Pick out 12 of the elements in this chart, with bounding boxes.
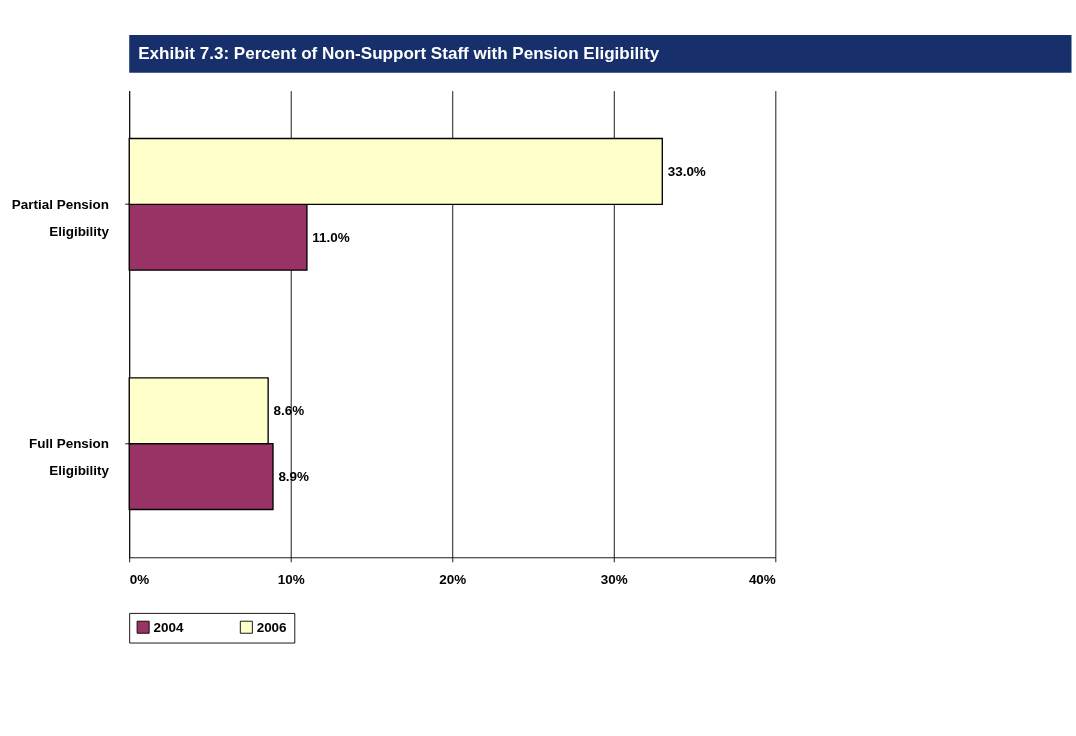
- x-tick-label: 0%: [129, 571, 150, 587]
- x-tick-label: 40%: [748, 571, 776, 587]
- y-tick-label: Partial Pension Eligibility: [11, 196, 110, 239]
- data-label: 11.0%: [312, 229, 350, 245]
- data-label: 33.0%: [667, 163, 706, 179]
- x-tick-label: 20%: [439, 571, 467, 587]
- x-tick-label: 10%: [277, 571, 305, 587]
- chart-title: Exhibit 7.3: Percent of Non-Support Staff with Pension Eligibility: [138, 44, 660, 64]
- legend-label: 2004: [153, 619, 184, 635]
- x-tick-label: 30%: [600, 571, 628, 587]
- y-tick-label: Full Pension Eligibility: [29, 436, 110, 479]
- legend-label: 2006: [256, 619, 287, 635]
